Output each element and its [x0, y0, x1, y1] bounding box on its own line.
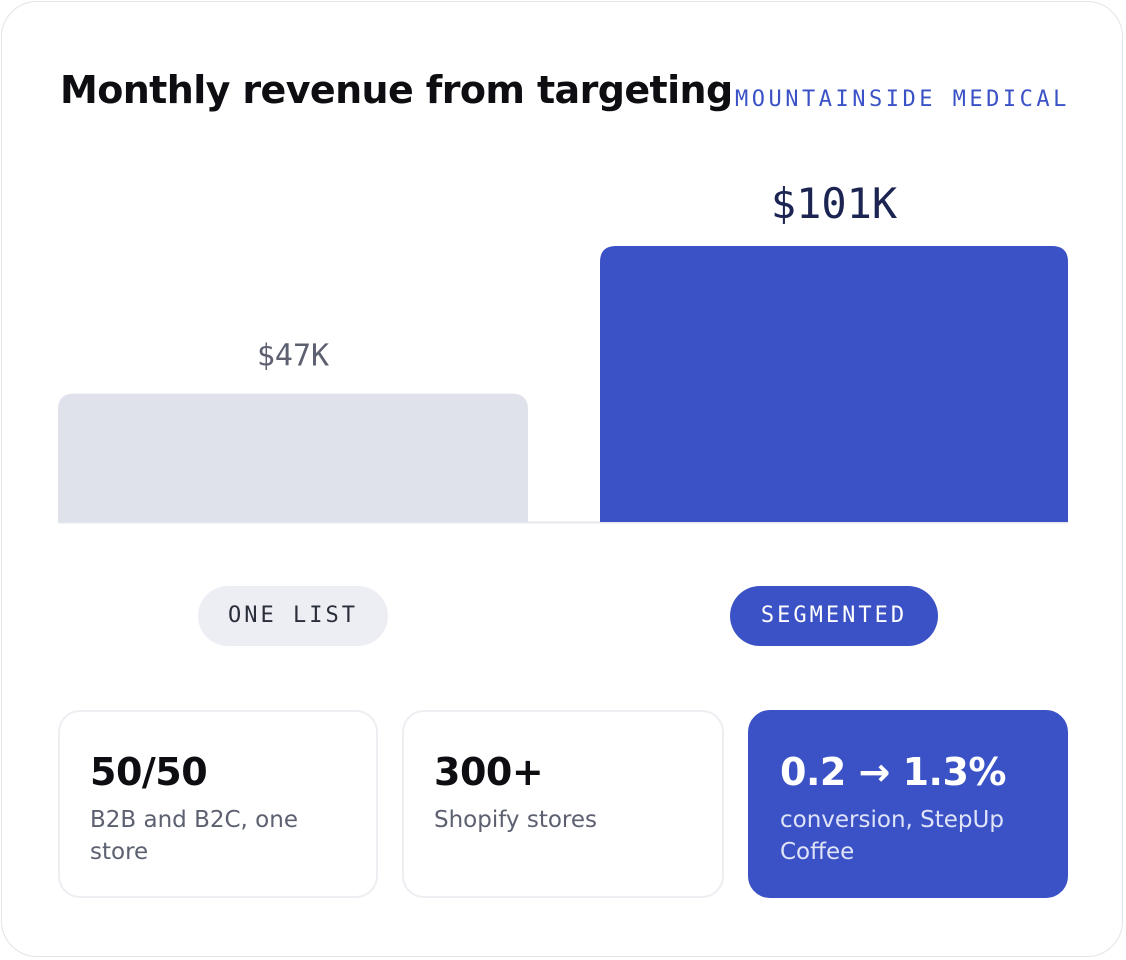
stat-card-split: 50/50 B2B and B2C, one store [58, 710, 378, 898]
stat-card-conversion: 0.2 → 1.3% conversion, StepUp Coffee [748, 710, 1068, 898]
data-label-segmented: $101K [771, 179, 898, 228]
stat-card-stores: 300+ Shopify stores [402, 710, 724, 898]
stat-label: conversion, StepUp Coffee [780, 807, 1004, 865]
stat-label: Shopify stores [434, 807, 598, 833]
stat-label: B2B and B2C, one store [90, 807, 298, 865]
brand-label: MOUNTAINSIDE MEDICAL [735, 87, 1070, 112]
category-pill-one-list: ONE LIST [198, 586, 388, 646]
stat-value: 0.2 → 1.3% [780, 750, 1007, 794]
category-pill-segmented: SEGMENTED [730, 586, 938, 646]
data-label-one-list: $47K [257, 339, 329, 374]
bar-segmented [600, 246, 1068, 522]
stat-value: 300+ [434, 750, 544, 794]
bar-chart: $47K $101K [58, 179, 1068, 524]
chart-title: Monthly revenue from targeting [60, 68, 733, 112]
stat-value: 50/50 [90, 750, 208, 794]
bar-one-list [58, 393, 528, 522]
